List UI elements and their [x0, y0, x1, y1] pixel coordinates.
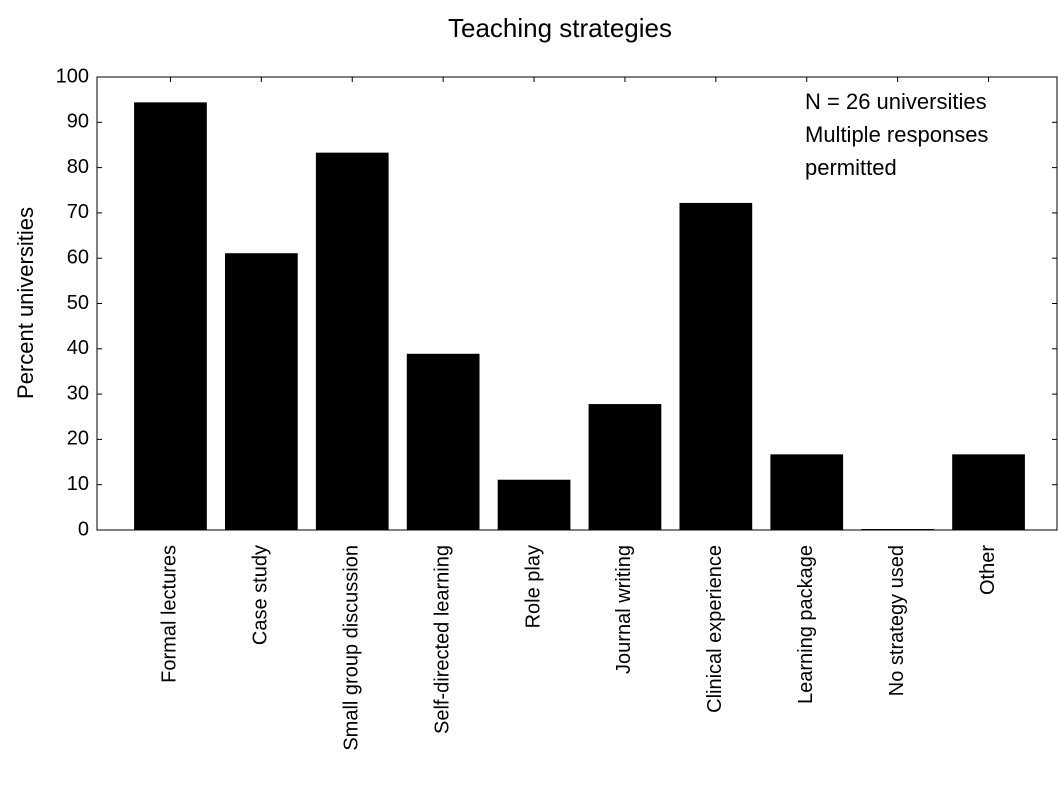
bar [224, 253, 298, 531]
x-tick-label: Self-directed learning [431, 545, 453, 734]
y-tick-label: 60 [67, 246, 89, 268]
annotation: Multiple responses [805, 122, 988, 147]
y-tick-label: 70 [67, 201, 89, 223]
bar [315, 152, 389, 530]
x-tick-label: Role play [522, 545, 544, 628]
x-tick-label: Formal lectures [159, 545, 181, 683]
y-tick-label: 40 [67, 337, 89, 359]
bar [134, 102, 207, 531]
x-tick-label: Clinical experience [704, 545, 726, 713]
x-tick-label: No strategy used [886, 545, 908, 696]
bar [406, 353, 480, 530]
bar [861, 529, 935, 530]
y-tick-label: 0 [78, 518, 89, 540]
bar [588, 404, 662, 530]
annotation: permitted [805, 155, 897, 180]
y-tick-label: 100 [56, 65, 89, 87]
bar [679, 202, 753, 530]
bar [952, 454, 1025, 530]
y-axis-label: Percent universities [13, 207, 38, 399]
y-tick-label: 50 [67, 292, 89, 314]
bar [497, 479, 571, 530]
y-tick-label: 20 [67, 428, 89, 450]
y-tick-label: 30 [67, 382, 89, 404]
y-tick-label: 80 [67, 156, 89, 178]
x-tick-label: Other [977, 545, 999, 595]
y-tick-label: 10 [67, 473, 89, 495]
x-tick-label: Case study [250, 545, 272, 645]
x-tick-label: Small group discussion [341, 545, 363, 751]
chart-title: Teaching strategies [448, 13, 672, 43]
bar [770, 454, 844, 530]
y-tick-label: 90 [67, 111, 89, 133]
x-tick-label: Learning package [795, 545, 817, 704]
x-tick-label: Journal writing [613, 545, 635, 674]
annotation: N = 26 universities [805, 89, 987, 114]
